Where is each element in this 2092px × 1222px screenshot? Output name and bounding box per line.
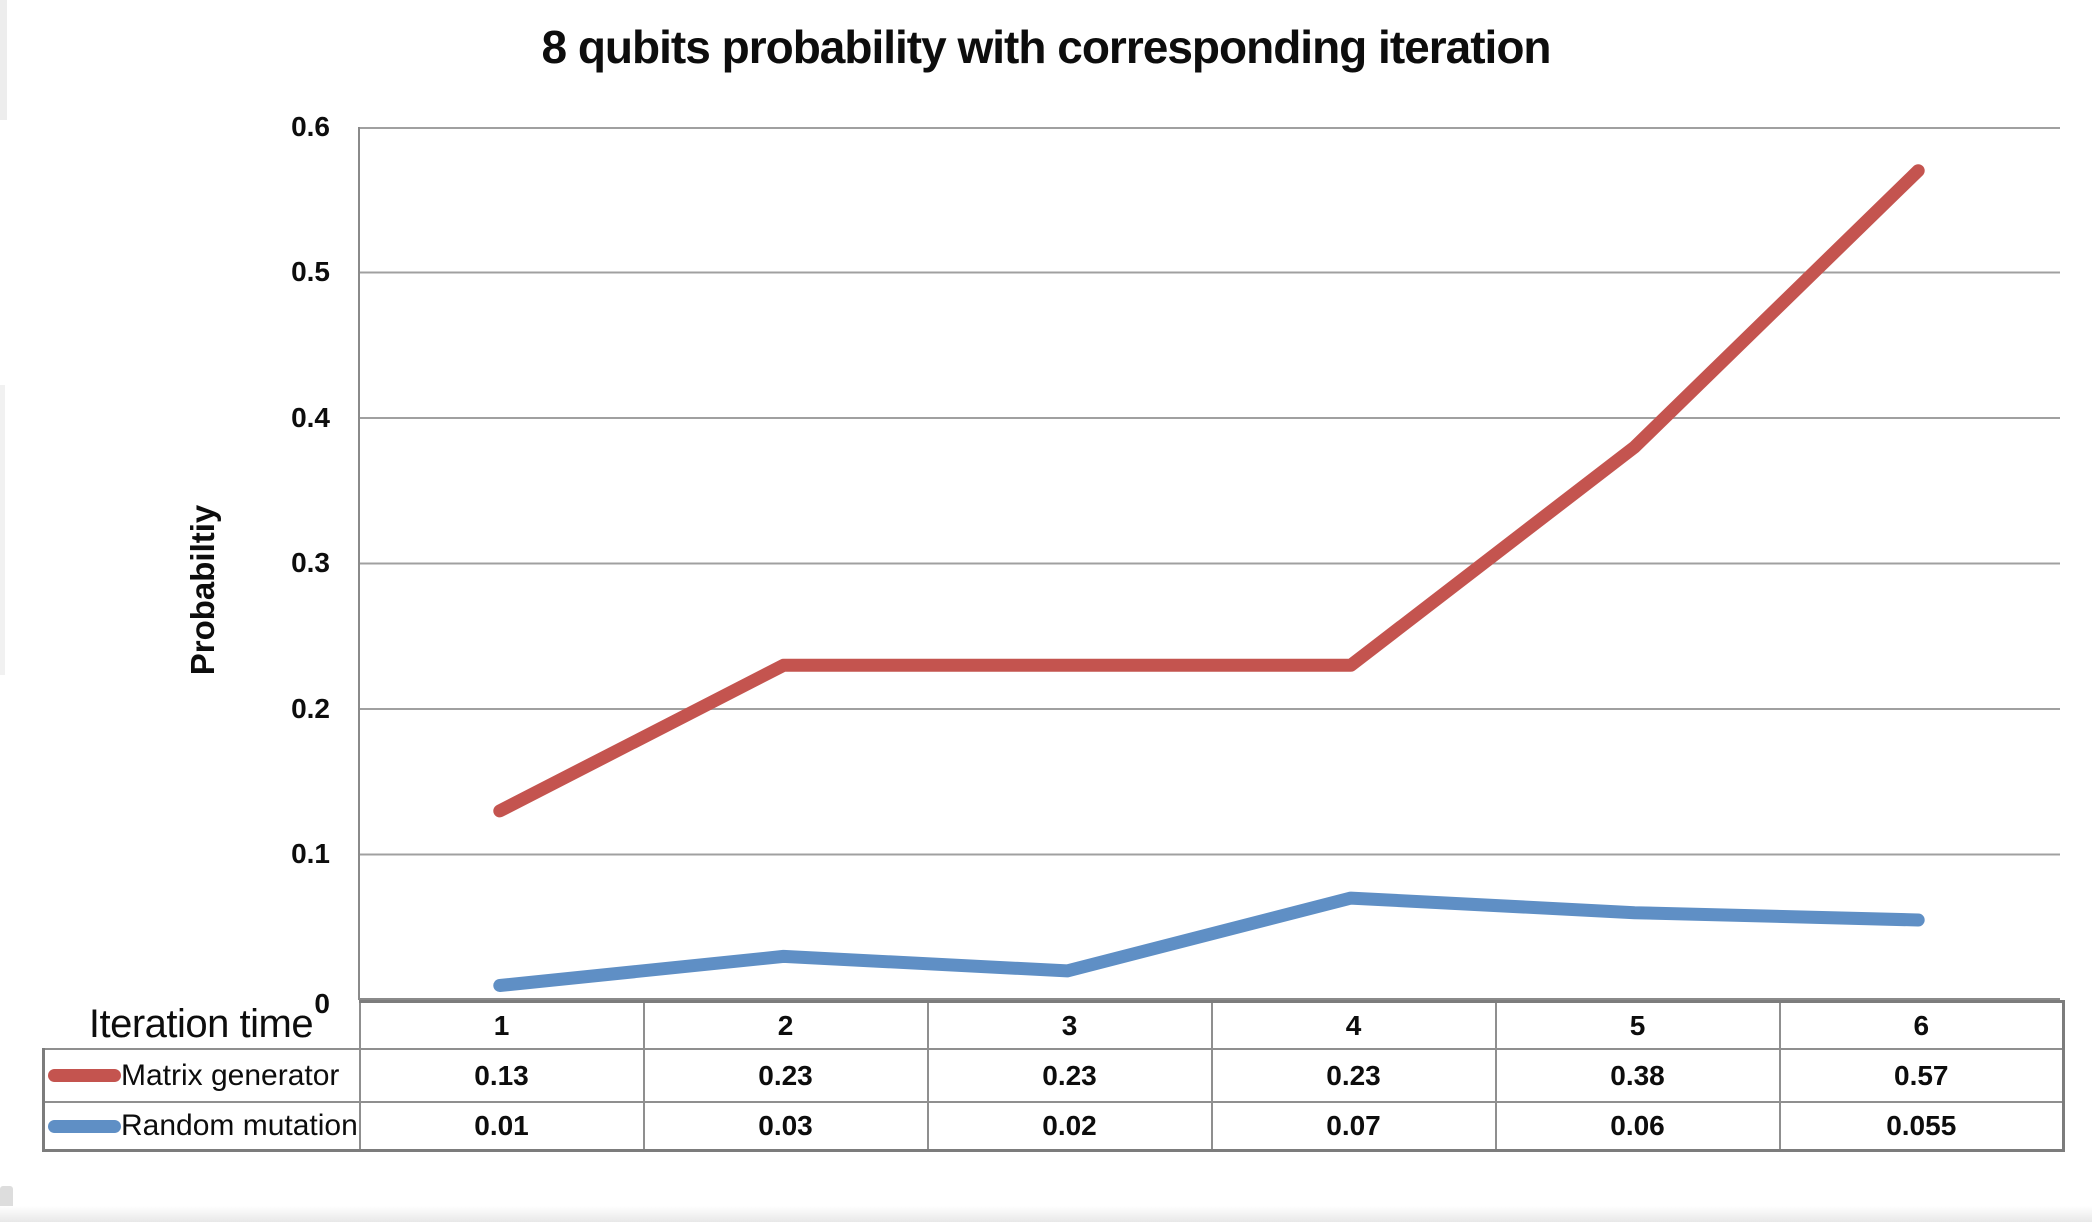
table-cell: 0.07 (1210, 1101, 1497, 1152)
scan-artifact (0, 385, 5, 675)
y-tick-label-0.5: 0.5 (291, 256, 330, 287)
matrix-generator-line-swatch (48, 1069, 121, 1082)
table-header-row: Iteration time 1 2 3 4 5 6 (44, 1000, 2065, 1050)
table-cell: 0.06 (1494, 1101, 1781, 1152)
chart-title: 8 qubits probability with corresponding … (541, 21, 1551, 73)
column-header-3: 3 (926, 1000, 1213, 1050)
y-tick-label-0.4: 0.4 (291, 402, 330, 433)
column-header-6: 6 (1778, 1000, 2065, 1050)
table-row-matrix-generator: Matrix generator 0.13 0.23 0.23 0.23 0.3… (42, 1048, 2065, 1103)
table-cell: 0.03 (642, 1101, 929, 1152)
table-cell: 0.23 (642, 1048, 929, 1103)
legend-label: Random mutation (121, 1109, 358, 1142)
column-header-1: 1 (358, 1000, 645, 1050)
table-cell: 0.23 (1210, 1048, 1497, 1103)
y-tick-label-0.3: 0.3 (291, 547, 330, 578)
table-row-random-mutation: Random mutation 0.01 0.03 0.02 0.07 0.06… (42, 1101, 2065, 1152)
table-cell: 0.01 (358, 1101, 645, 1152)
legend-item-matrix-generator: Matrix generator (42, 1048, 361, 1103)
y-tick-label-0.1: 0.1 (291, 838, 330, 869)
table-cell: 0.57 (1778, 1048, 2065, 1103)
x-axis-title: Iteration time (88, 1002, 314, 1047)
scan-artifact (0, 1206, 2092, 1222)
table-cell: 0.02 (926, 1101, 1213, 1152)
column-header-4: 4 (1210, 1000, 1497, 1050)
y-axis-title: Probabiltiy (184, 504, 221, 676)
data-table: Iteration time 1 2 3 4 5 6 Matrix genera… (42, 1000, 2065, 1152)
random-mutation-line-swatch (48, 1119, 121, 1133)
column-header-2: 2 (642, 1000, 929, 1050)
plot-area (358, 127, 2060, 1000)
table-cell: 0.23 (926, 1048, 1213, 1103)
table-cell: 0.38 (1494, 1048, 1781, 1103)
scan-artifact (0, 1186, 13, 1220)
column-header-5: 5 (1494, 1000, 1781, 1050)
legend-item-random-mutation: Random mutation (42, 1101, 361, 1152)
line-chart (358, 127, 2060, 1000)
y-tick-label-0.6: 0.6 (291, 111, 330, 142)
table-cell: 0.055 (1778, 1101, 2065, 1152)
y-tick-label-0: 0 (314, 988, 330, 1019)
table-cell: 0.13 (358, 1048, 645, 1103)
y-tick-label-0.2: 0.2 (291, 693, 330, 724)
legend-label: Matrix generator (121, 1058, 340, 1092)
